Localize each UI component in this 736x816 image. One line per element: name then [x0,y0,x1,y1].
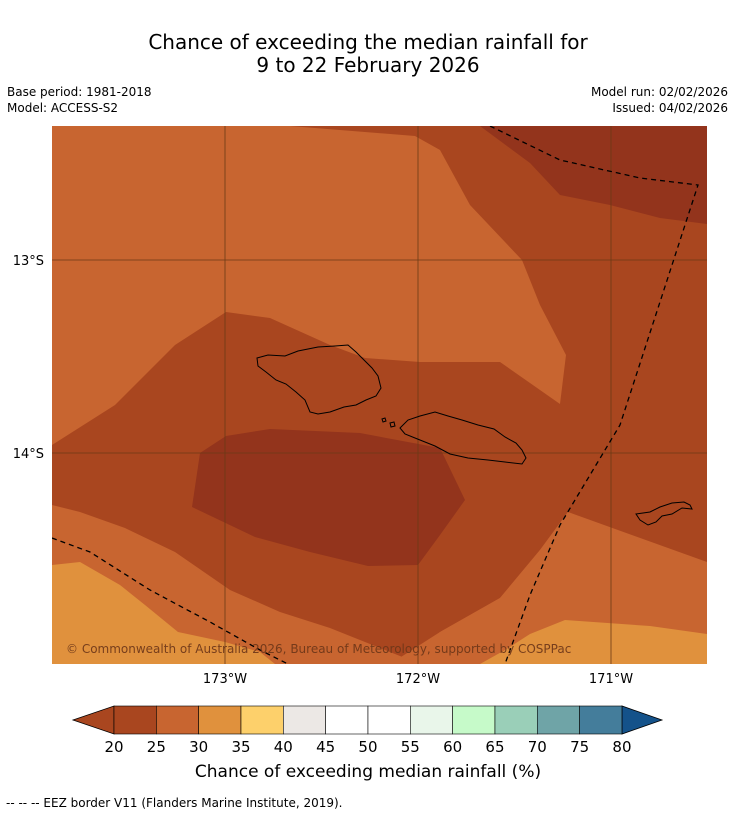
colorbar-segment [494,705,538,735]
chart-title-line-1: Chance of exceeding the median rainfall … [148,30,588,54]
region-30-35-southwest [52,562,275,664]
colorbar-segment [410,705,453,735]
colorbar-tick-label: 20 [104,738,123,756]
colorbar-segment [113,705,157,735]
issued-label: Issued: 04/02/2026 [612,101,728,115]
colorbar-tick-label: 40 [274,738,293,756]
savaii-island [256,344,382,415]
eez-border-east [489,126,699,664]
colorbar-segment [283,705,326,735]
rainfall-map: 13°S 14°S 173°W 172°W 171°W © Commonweal… [13,126,707,687]
colorbar-tick-label: 65 [485,738,504,756]
colorbar-tick-label: 25 [147,738,166,756]
meta-right: Model run: 02/02/2026 Issued: 04/02/2026 [591,84,728,116]
colorbar-segment [452,705,496,735]
manono-islet [389,421,396,428]
lon-label-171w: 171°W [589,672,633,687]
colorbar-tick-label: 55 [401,738,420,756]
region-20-25 [52,126,707,664]
eez-border-southwest [52,537,290,664]
colorbar-tick-label: 60 [443,738,462,756]
region-below-20-central [192,429,465,566]
meta-left: Base period: 1981-2018 Model: ACCESS-S2 [7,84,152,116]
copyright-notice: © Commonwealth of Australia 2026, Bureau… [66,642,571,656]
colorbar-tick-label: 80 [612,738,631,756]
upolu-island [399,411,527,465]
tutuila-island [635,501,693,526]
colorbar-segment [325,705,369,735]
colorbar-segment [198,705,242,735]
colorbar-title: Chance of exceeding median rainfall (%) [194,762,542,782]
colorbar-tick-label: 30 [189,738,208,756]
model-label: Model: ACCESS-S2 [7,101,119,115]
colorbar-tick-label: 45 [316,738,335,756]
colorbar-tick-label: 35 [231,738,250,756]
colorbar-segment [579,705,623,735]
lat-label-14s: 14°S [13,447,44,462]
base-period-label: Base period: 1981-2018 [7,85,152,99]
region-below-20-northeast [480,126,707,224]
colorbar-tick-label: 70 [528,738,547,756]
lon-label-173w: 173°W [203,672,247,687]
model-run-label: Model run: 02/02/2026 [590,85,728,99]
colorbar-tick-label: 75 [570,738,589,756]
apolima-islet [381,417,387,423]
eez-footnote: -- -- -- EEZ border V11 (Flanders Marine… [6,796,343,810]
lat-label-13s: 13°S [13,254,44,269]
colorbar-segment [536,705,580,735]
colorbar-under-arrow [71,705,115,735]
colorbar-segment [156,705,199,735]
colorbar-tick-label: 50 [358,738,377,756]
colorbar-over-arrow [621,705,664,735]
colorbar-segment [367,705,411,735]
colorbar: 20 25 30 35 40 45 50 55 60 65 70 75 80 [71,705,664,756]
lon-label-172w: 172°W [396,672,440,687]
colorbar-segment [240,705,284,735]
chart-title-line-2: 9 to 22 February 2026 [256,53,480,77]
region-30-35-southeast [480,620,707,664]
